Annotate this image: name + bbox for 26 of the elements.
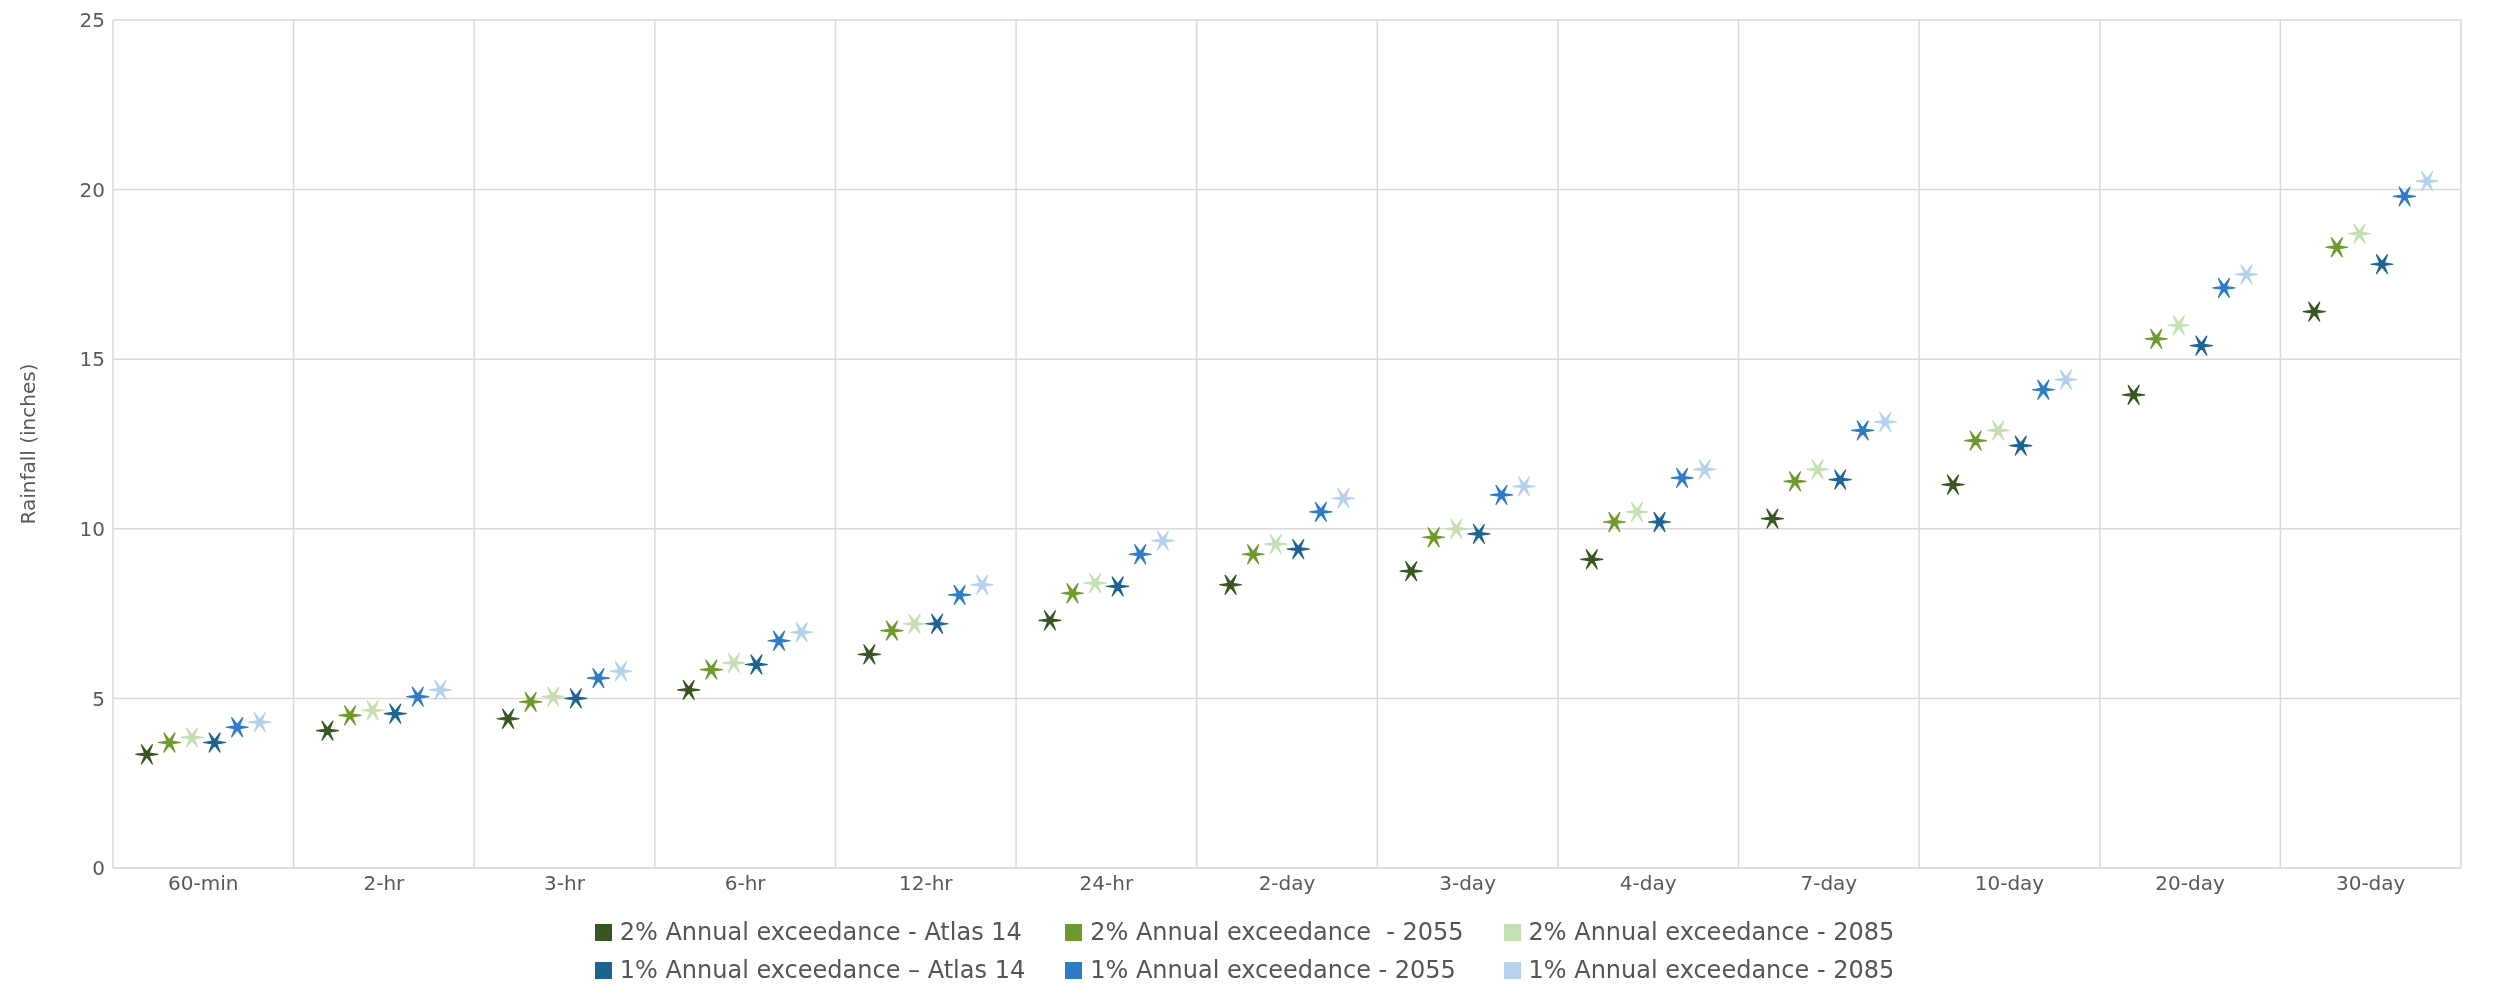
x-tick-label: 3-hr xyxy=(544,871,586,896)
x-tick-label: 2-day xyxy=(1258,871,1316,896)
y-tick-label: 20 xyxy=(79,177,105,202)
y-tick-label: 15 xyxy=(79,347,105,372)
legend-label: 1% Annual exceedance – Atlas 14 xyxy=(619,956,1026,984)
x-tick-label: 12-hr xyxy=(898,871,954,896)
x-tick-label: 30-day xyxy=(2335,871,2406,896)
y-tick-label: 0 xyxy=(92,856,105,881)
y-axis-title: Rainfall (inches) xyxy=(16,363,41,525)
x-tick-label: 3-day xyxy=(1439,871,1497,896)
x-tick-label: 24-hr xyxy=(1079,871,1134,896)
x-tick-label: 2-hr xyxy=(363,871,406,896)
y-tick-label: 10 xyxy=(79,516,105,541)
x-tick-label: 7-day xyxy=(1800,871,1858,896)
y-tick-label: 25 xyxy=(79,8,105,33)
legend-label: 2% Annual exceedance - 2085 xyxy=(1528,918,1895,946)
legend-label: 1% Annual exceedance - 2085 xyxy=(1528,956,1895,984)
x-tick-label: 10-day xyxy=(1974,871,2045,896)
x-tick-label: 6-hr xyxy=(724,871,767,896)
x-tick-label: 60-min xyxy=(168,871,239,896)
y-tick-label: 5 xyxy=(92,686,105,711)
legend-label: 2% Annual exceedance - 2055 xyxy=(1090,918,1464,946)
legend-label: 2% Annual exceedance - Atlas 14 xyxy=(619,918,1022,946)
x-tick-label: 4-day xyxy=(1619,871,1677,896)
legend-label: 1% Annual exceedance - 2055 xyxy=(1090,956,1456,984)
x-tick-label: 20-day xyxy=(2155,871,2225,896)
